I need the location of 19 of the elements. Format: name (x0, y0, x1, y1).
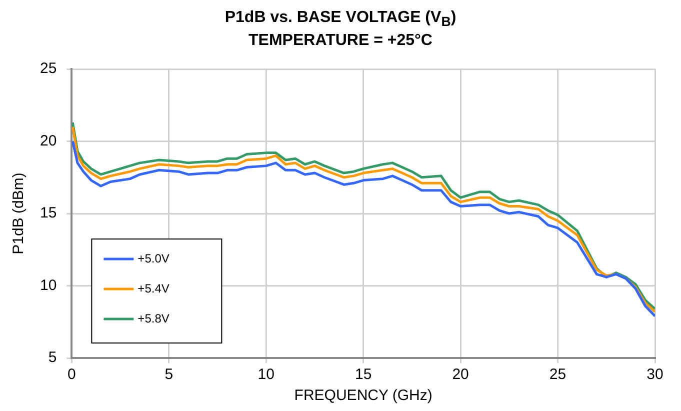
x-tick-label: 20 (452, 366, 469, 384)
chart-subtitle: TEMPERATURE = +25°C (248, 31, 434, 50)
y-tick-label: 10 (40, 277, 57, 294)
x-tick-label: 25 (549, 366, 566, 384)
y-tick-label: 20 (40, 132, 57, 150)
x-tick-label: 0 (68, 366, 76, 384)
y-tick-label: 15 (40, 204, 57, 222)
x-tick-label: 30 (646, 366, 664, 384)
y-tick-label: 5 (48, 349, 57, 366)
legend-label: +5.4V (138, 282, 170, 296)
legend-label: +5.8V (138, 312, 170, 326)
x-tick-label: 10 (258, 366, 274, 384)
chart-title: P1dB vs. BASE VOLTAGE (V$_{B}$) (224, 8, 458, 32)
x-tick-label: 5 (164, 366, 174, 384)
x-axis-title: FREQUENCY (GHz) (294, 387, 432, 404)
y-axis-title: P1dB (dBm) (10, 172, 28, 255)
x-tick-label: 15 (355, 366, 372, 384)
legend-label: +5.0V (138, 252, 170, 266)
y-tick-label: 25 (40, 60, 57, 78)
